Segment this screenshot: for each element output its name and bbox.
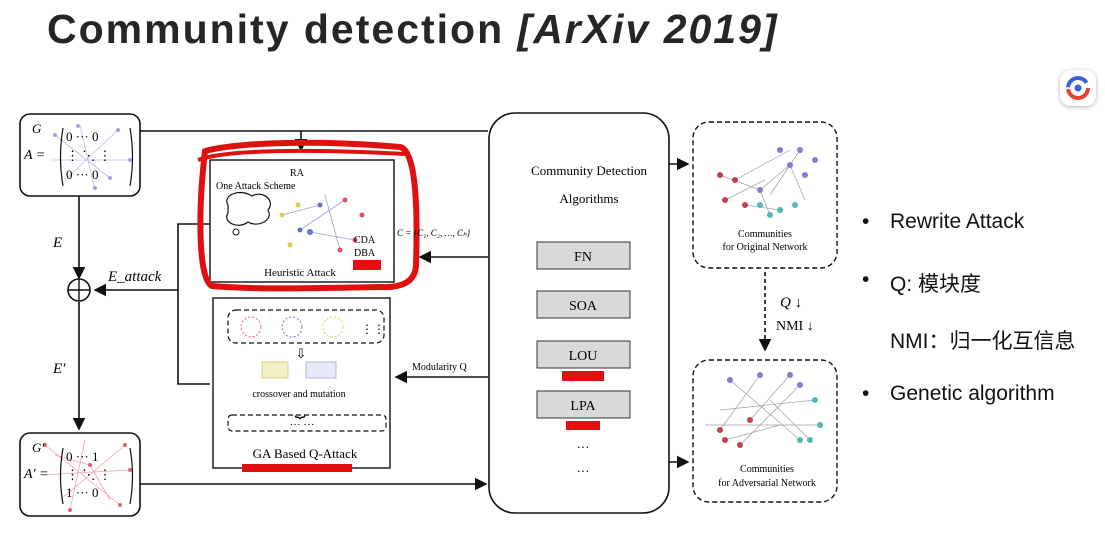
algorithm-item-lou: LOU <box>536 340 631 369</box>
adversarial-communities-box: Communities for Adversarial Network <box>692 359 838 503</box>
app-logo-icon[interactable] <box>1060 70 1096 106</box>
slide-title: Community detection [ArXiv 2019] <box>47 6 779 53</box>
svg-text:⇩: ⇩ <box>296 346 307 361</box>
svg-text:SOA: SOA <box>569 299 598 314</box>
input-graph-box: G A = 0 ··· 0 ⋮ ⋱ ⋮ 0 ··· 0 <box>19 113 141 197</box>
output-matrix-mid: ⋮ ⋱ ⋮ <box>66 467 112 482</box>
output-matrix-bottom: 1 ··· 0 <box>66 485 99 500</box>
lou-highlight <box>562 371 604 381</box>
output-matrix-label: A′ = <box>23 467 49 482</box>
metric-nmi-label: NMI ↓ <box>776 319 814 334</box>
crossover-label: crossover and mutation <box>252 389 345 400</box>
edge-label-e-attack: E_attack <box>107 269 162 285</box>
dba-label: DBA <box>354 248 376 259</box>
algorithms-box: Community Detection Algorithms FN SOA LO… <box>488 112 670 514</box>
input-matrix-label: A = <box>23 148 45 163</box>
ra-label: RA <box>290 168 305 179</box>
metric-q-label: Q ↓ <box>780 295 802 311</box>
svg-text:⋮⋮: ⋮⋮ <box>361 322 385 336</box>
lpa-highlight <box>566 421 600 430</box>
modularity-label: Modularity Q <box>412 362 467 373</box>
algorithm-item-fn: FN <box>536 241 631 270</box>
input-matrix-mid: ⋮ ⋱ ⋮ <box>66 148 112 163</box>
svg-text:LPA: LPA <box>570 399 596 414</box>
svg-text:LOU: LOU <box>569 349 598 364</box>
original-communities-line1: Communities <box>738 229 792 240</box>
input-matrix-top: 0 ··· 0 <box>66 129 99 144</box>
algorithm-item-lpa: LPA <box>536 390 631 419</box>
heuristic-highlight-scribble <box>197 139 420 292</box>
svg-text:⏟: ⏟ <box>295 398 306 419</box>
heuristic-attack-title: Heuristic Attack <box>264 267 336 279</box>
input-graph-label: G <box>32 121 42 136</box>
flow-arrows <box>72 130 772 491</box>
output-matrix-top: 0 ··· 1 <box>66 449 99 464</box>
ga-attack-panel: ⋮⋮ ⇩ crossover and mutation ⏟ ··· ··· GA… <box>212 297 391 469</box>
attack-scheme-label: One Attack Scheme <box>216 181 296 192</box>
algorithms-title-line2: Algorithms <box>559 191 618 206</box>
algorithms-ellipsis-1: … <box>577 436 590 451</box>
output-graph-box: G′ A′ = 0 ··· 1 ⋮ ⋱ ⋮ 1 ··· 0 <box>19 432 141 517</box>
original-communities-line2: for Original Network <box>723 242 808 253</box>
algorithms-ellipsis-2: … <box>577 460 590 475</box>
edge-label-e-prime: E′ <box>52 361 66 377</box>
algorithms-title-line1: Community Detection <box>531 163 647 178</box>
svg-text:··· ···: ··· ··· <box>290 419 315 431</box>
adversarial-communities-line2: for Adversarial Network <box>718 478 816 489</box>
edge-label-e: E <box>52 235 62 251</box>
output-graph-label: G′ <box>32 440 44 455</box>
ga-attack-title: GA Based Q-Attack <box>253 446 358 461</box>
input-matrix-bottom: 0 ··· 0 <box>66 167 99 182</box>
original-communities-box: Communities for Original Network <box>692 121 838 269</box>
cda-label: CDA <box>354 235 376 246</box>
sum-node <box>67 278 91 302</box>
adversarial-communities-line1: Communities <box>740 464 794 475</box>
svg-text:FN: FN <box>574 250 592 265</box>
title-text: Community detection <box>47 6 505 52</box>
community-set-label: C = {C₁, C₂, …, Cₕ} <box>397 228 471 238</box>
dba-highlight-mark <box>353 260 381 270</box>
title-venue: [ArXiv 2019] <box>517 6 779 52</box>
ga-title-highlight <box>242 464 352 472</box>
algorithm-item-soa: SOA <box>536 290 631 319</box>
